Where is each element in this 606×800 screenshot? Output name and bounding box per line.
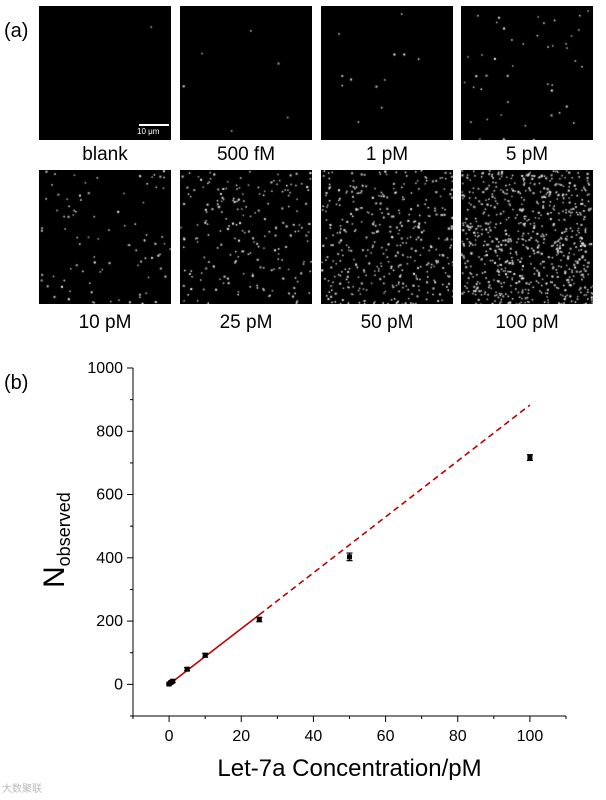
x-tick-label: 60 bbox=[377, 728, 395, 745]
x-tick-label: 20 bbox=[232, 728, 250, 745]
y-axis-label: Nobserved bbox=[38, 492, 74, 588]
fluorescence-spots bbox=[461, 6, 593, 140]
fluorescence-spots bbox=[321, 170, 453, 304]
x-tick-label: 40 bbox=[305, 728, 323, 745]
scale-bar-label: 10 μm bbox=[137, 127, 160, 136]
x-tick-label: 80 bbox=[449, 728, 467, 745]
y-tick-label: 1000 bbox=[87, 360, 123, 377]
panel-a-label: (a) bbox=[4, 20, 29, 42]
micrograph-label: blank bbox=[82, 144, 128, 165]
data-point bbox=[256, 617, 262, 623]
y-tick-label: 800 bbox=[96, 423, 123, 440]
watermark: 大数聚联 bbox=[2, 784, 42, 795]
fluorescence-spots bbox=[461, 170, 593, 304]
x-tick-label: 0 bbox=[165, 728, 174, 745]
micrograph-25-pm bbox=[180, 170, 312, 304]
micrograph-10-pm bbox=[39, 170, 171, 304]
fluorescence-spots bbox=[180, 170, 312, 304]
fluorescence-spots bbox=[180, 6, 312, 140]
micrograph-label: 5 pM bbox=[505, 144, 549, 165]
micrograph-50-pm bbox=[321, 170, 453, 304]
fit-line-solid bbox=[168, 614, 260, 685]
micrograph-1-pm bbox=[321, 6, 453, 140]
y-tick-label: 400 bbox=[96, 550, 123, 567]
y-axis-label-main: N bbox=[38, 566, 71, 588]
scale-bar bbox=[139, 124, 169, 126]
micrograph-100-pm bbox=[461, 170, 593, 304]
x-tick-label: 100 bbox=[517, 728, 544, 745]
micrograph-5-pm bbox=[461, 6, 593, 140]
data-point bbox=[202, 652, 208, 658]
fluorescence-spots bbox=[321, 6, 453, 140]
panel-b-label: (b) bbox=[4, 372, 29, 394]
micrograph-label: 50 pM bbox=[360, 312, 414, 333]
micrograph-label: 500 fM bbox=[216, 144, 276, 165]
calibration-chart: 0 200 400 600 800 1000 0 20 40 60 80 100 Let-7a Conc… bbox=[38, 360, 567, 780]
fluorescence-spots bbox=[39, 6, 171, 140]
micrograph-label: 100 pM bbox=[495, 312, 559, 333]
micrograph-label: 1 pM bbox=[365, 144, 409, 165]
micrograph-blank: 10 μm bbox=[39, 6, 171, 140]
y-tick-label: 600 bbox=[96, 487, 123, 504]
y-axis-label-sub: observed bbox=[54, 492, 74, 566]
micrograph-label: 10 pM bbox=[78, 312, 132, 333]
fluorescence-spots bbox=[39, 170, 171, 304]
micrograph-label: 25 pM bbox=[219, 312, 273, 333]
y-tick-label: 200 bbox=[96, 613, 123, 630]
y-tick-label: 0 bbox=[114, 676, 123, 693]
data-point bbox=[184, 666, 190, 672]
fit-line-dashed bbox=[258, 404, 531, 616]
data-point bbox=[170, 678, 176, 684]
data-point bbox=[527, 455, 533, 461]
x-axis-label: Let-7a Concentration/pM bbox=[217, 755, 481, 780]
data-point bbox=[347, 554, 352, 560]
micrograph-500-fm bbox=[180, 6, 312, 140]
